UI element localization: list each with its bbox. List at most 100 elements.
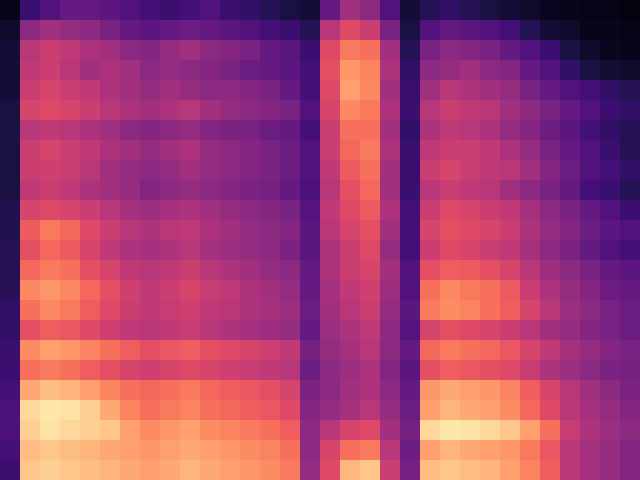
- heatmap-cell: [240, 400, 261, 421]
- heatmap-cell: [400, 180, 421, 201]
- heatmap-cell: [20, 380, 41, 401]
- heatmap-cell: [400, 240, 421, 261]
- heatmap-cell: [120, 180, 141, 201]
- heatmap-cell: [340, 360, 361, 381]
- heatmap-cell: [620, 100, 640, 121]
- heatmap-cell: [320, 380, 341, 401]
- heatmap-cell: [40, 180, 61, 201]
- heatmap-cell: [340, 340, 361, 361]
- heatmap-cell: [260, 360, 281, 381]
- heatmap-cell: [280, 120, 301, 141]
- heatmap-cell: [100, 440, 121, 461]
- heatmap-cell: [80, 300, 101, 321]
- heatmap-cell: [520, 0, 541, 21]
- heatmap-cell: [240, 260, 261, 281]
- heatmap-cell: [500, 260, 521, 281]
- heatmap-cell: [300, 360, 321, 381]
- heatmap-cell: [220, 340, 241, 361]
- heatmap-cell: [220, 80, 241, 101]
- heatmap-cell: [500, 300, 521, 321]
- heatmap-cell: [160, 180, 181, 201]
- heatmap-cell: [120, 140, 141, 161]
- heatmap-cell: [100, 0, 121, 21]
- heatmap-cell: [500, 460, 521, 480]
- heatmap-cell: [560, 400, 581, 421]
- heatmap-cell: [460, 240, 481, 261]
- heatmap-cell: [140, 360, 161, 381]
- heatmap-cell: [400, 360, 421, 381]
- heatmap-cell: [520, 420, 541, 441]
- heatmap-cell: [140, 400, 161, 421]
- heatmap-cell: [620, 440, 640, 461]
- heatmap-cell: [540, 340, 561, 361]
- heatmap-cell: [260, 40, 281, 61]
- heatmap-cell: [120, 260, 141, 281]
- heatmap-cell: [400, 300, 421, 321]
- heatmap-cell: [460, 420, 481, 441]
- heatmap-cell: [300, 60, 321, 81]
- heatmap-cell: [60, 260, 81, 281]
- heatmap-cell: [420, 360, 441, 381]
- heatmap-cell: [480, 360, 501, 381]
- heatmap-cell: [140, 440, 161, 461]
- heatmap-cell: [200, 220, 221, 241]
- heatmap-cell: [60, 360, 81, 381]
- heatmap-cell: [540, 160, 561, 181]
- heatmap-cell: [500, 0, 521, 21]
- heatmap-cell: [580, 340, 601, 361]
- heatmap-cell: [620, 180, 640, 201]
- heatmap-cell: [280, 180, 301, 201]
- heatmap-cell: [500, 140, 521, 161]
- heatmap-cell: [200, 320, 221, 341]
- heatmap-cell: [100, 400, 121, 421]
- heatmap-cell: [100, 220, 121, 241]
- heatmap-cell: [120, 240, 141, 261]
- heatmap-cell: [80, 200, 101, 221]
- heatmap-cell: [300, 260, 321, 281]
- heatmap-cell: [200, 120, 221, 141]
- heatmap-cell: [520, 100, 541, 121]
- heatmap-cell: [0, 220, 21, 241]
- heatmap-cell: [580, 40, 601, 61]
- heatmap-cell: [320, 240, 341, 261]
- heatmap-cell: [440, 340, 461, 361]
- heatmap-cell: [140, 320, 161, 341]
- heatmap-cell: [160, 260, 181, 281]
- heatmap-cell: [420, 40, 441, 61]
- heatmap-cell: [140, 180, 161, 201]
- heatmap-cell: [580, 400, 601, 421]
- heatmap-cell: [300, 200, 321, 221]
- heatmap-cell: [440, 300, 461, 321]
- heatmap-cell: [280, 0, 301, 21]
- heatmap-cell: [260, 200, 281, 221]
- heatmap-cell: [420, 420, 441, 441]
- heatmap-cell: [360, 60, 381, 81]
- heatmap-cell: [280, 200, 301, 221]
- heatmap-cell: [360, 340, 381, 361]
- heatmap-cell: [340, 60, 361, 81]
- heatmap-cell: [260, 440, 281, 461]
- heatmap-cell: [160, 140, 181, 161]
- heatmap-cell: [620, 200, 640, 221]
- heatmap-cell: [160, 20, 181, 41]
- heatmap-cell: [60, 240, 81, 261]
- heatmap-cell: [20, 140, 41, 161]
- heatmap-cell: [60, 160, 81, 181]
- heatmap-cell: [180, 280, 201, 301]
- heatmap-cell: [260, 60, 281, 81]
- heatmap-cell: [360, 380, 381, 401]
- heatmap-cell: [560, 260, 581, 281]
- heatmap-cell: [540, 60, 561, 81]
- heatmap-cell: [280, 280, 301, 301]
- heatmap-cell: [600, 140, 621, 161]
- heatmap-cell: [280, 300, 301, 321]
- heatmap-cell: [320, 340, 341, 361]
- heatmap-cell: [240, 440, 261, 461]
- heatmap-cell: [460, 300, 481, 321]
- heatmap-cell: [440, 220, 461, 241]
- heatmap-cell: [320, 200, 341, 221]
- heatmap-cell: [400, 140, 421, 161]
- heatmap-cell: [500, 340, 521, 361]
- heatmap-cell: [320, 140, 341, 161]
- heatmap-cell: [280, 140, 301, 161]
